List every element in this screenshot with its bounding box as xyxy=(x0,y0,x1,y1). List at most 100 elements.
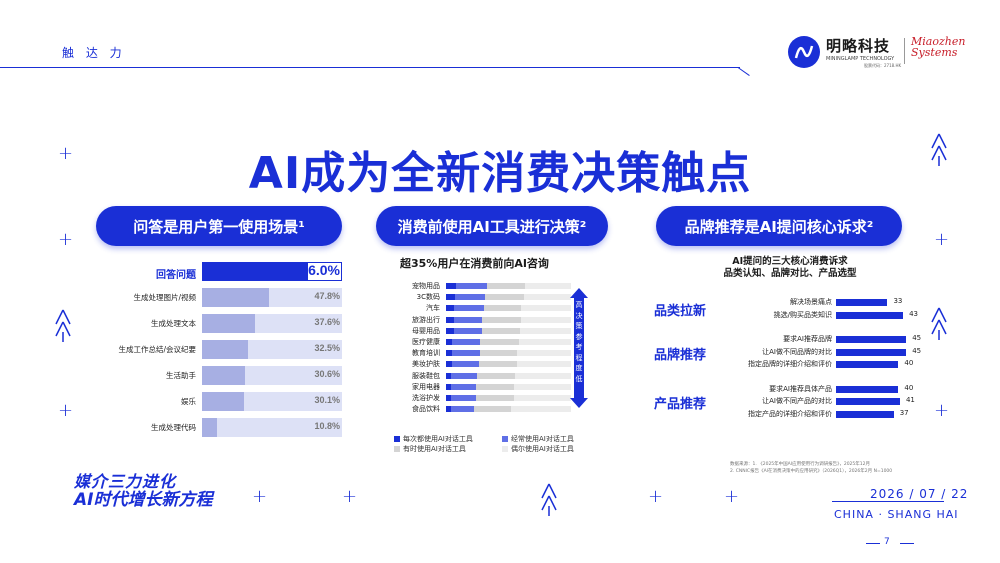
value-label: 10.8% xyxy=(314,421,340,431)
chevron-up-icon xyxy=(55,309,71,342)
plus-icon: + xyxy=(934,400,950,421)
bar-segment xyxy=(446,294,455,301)
bar xyxy=(202,418,218,437)
bar-segment xyxy=(446,395,451,401)
value-label: 40 xyxy=(904,383,914,392)
logo-divider xyxy=(904,38,905,64)
page-number: 7 xyxy=(884,537,890,547)
bar-segment xyxy=(446,361,453,368)
chevron-up-icon xyxy=(931,307,947,340)
bar-segment xyxy=(453,305,484,312)
bar xyxy=(836,348,907,356)
bar-segment xyxy=(487,283,525,289)
bar-segment xyxy=(479,339,519,345)
category-label: 3C数码 xyxy=(416,293,440,302)
category-label: 家用电器 xyxy=(412,382,440,391)
bar-segment xyxy=(451,395,476,401)
category-label: 指定产品的详细介绍和评价 xyxy=(748,409,832,418)
bar-track xyxy=(202,418,342,437)
category-label: 生成处理文本 xyxy=(151,319,196,328)
bar-segment xyxy=(446,316,454,323)
page-dash-left xyxy=(866,543,880,544)
category-label: 挑选/购买品类知识 xyxy=(773,310,832,319)
page-dash-right xyxy=(900,543,914,544)
bar-segment xyxy=(482,316,521,323)
category-label: 要求AI推荐具体产品 xyxy=(769,384,832,393)
chart-ai-query-needs: 解决场景痛点 33 挑选/购买品类知识 43 品类拉新 要求AI推荐品牌 45 让AI做不同品… xyxy=(650,290,940,440)
category-label: 生活助手 xyxy=(166,371,196,380)
category-label: 食品饮料 xyxy=(412,405,440,414)
bar-segment xyxy=(521,316,571,323)
footer-city: CHINA · SHANG HAI xyxy=(834,508,959,521)
value-label: 76.0% xyxy=(300,262,340,278)
brand-name: 明略科技 xyxy=(826,37,891,55)
group-label: 品类拉新 xyxy=(654,304,707,320)
footer-rule xyxy=(832,501,944,502)
bar-segment xyxy=(523,294,571,301)
legend-label: 有时使用AI对话工具 xyxy=(403,445,466,453)
bar-segment xyxy=(521,305,571,312)
plus-icon: + xyxy=(58,143,74,164)
category-label: 美妆护肤 xyxy=(412,360,440,369)
panel-2-heading: 消费前使用AI工具进行决策² xyxy=(376,206,608,246)
bar-segment xyxy=(446,327,454,334)
category-label: 解决场景痛点 xyxy=(790,298,832,306)
bar-segment xyxy=(482,327,520,334)
category-label: 旅游出行 xyxy=(412,315,440,324)
arrow-down-icon xyxy=(570,398,588,408)
chart-usage-scenarios: 回答问题 76.0% 生成处理图片/视频 47.8% 生成处理文本 37.6% 生成工作总结… xyxy=(96,262,356,452)
bar-segment xyxy=(473,406,511,413)
header-rule xyxy=(0,67,740,68)
category-label: 教育培训 xyxy=(412,349,440,358)
bar-segment xyxy=(476,383,514,390)
chevron-up-icon xyxy=(931,133,947,166)
section-label: 触 达 力 xyxy=(62,46,126,60)
footer-date: 2026 / 07 / 22 xyxy=(870,487,969,501)
bar-segment xyxy=(446,372,451,379)
category-label: 生成工作总结/会议纪要 xyxy=(118,345,196,354)
arrow-up-icon xyxy=(570,288,588,298)
legend-label: 经常使用AI对话工具 xyxy=(511,435,574,443)
arrow-shaft xyxy=(574,298,584,398)
plus-icon: + xyxy=(58,229,74,250)
category-label: 汽车 xyxy=(426,304,440,313)
value-label: 33 xyxy=(893,297,903,305)
category-label: 娱乐 xyxy=(181,397,196,406)
plus-icon: + xyxy=(342,486,358,507)
brand-stock: 股票代码：2718.HK xyxy=(864,63,902,68)
bar-segment xyxy=(446,305,454,312)
category-label: 生成处理代码 xyxy=(151,423,196,432)
value-label: 30.1% xyxy=(314,395,340,405)
panel-3-subtitle: AI提问的三大核心消费诉求 品类认知、品牌对比、产品选型 xyxy=(723,256,857,279)
bar xyxy=(836,410,894,418)
bar-segment xyxy=(479,350,518,357)
bar-segment xyxy=(452,361,479,368)
bar-segment xyxy=(446,406,451,413)
bar-segment xyxy=(514,372,571,379)
bar xyxy=(202,366,245,385)
chart-decision-frequency: 宠物用品 3C数码 汽车 旅游出行 母婴用品 医疗健康 教育培训 美妆护肤 服装鞋包 家用电器 洗浴… xyxy=(380,282,620,457)
bar xyxy=(202,288,269,307)
value-label: 41 xyxy=(905,396,915,404)
bar xyxy=(202,392,245,411)
brand-logo: 明略科技 MININGLAMP TECHNOLOGY 股票代码：2718.HK … xyxy=(786,32,966,72)
value-label: 45 xyxy=(912,334,922,342)
bar xyxy=(836,385,899,393)
bar-segment xyxy=(446,350,453,357)
header-rule-slant xyxy=(737,67,750,76)
bar xyxy=(202,262,309,281)
group-label: 品牌推荐 xyxy=(654,347,707,363)
partner-logo: Miaozhen Systems xyxy=(911,35,966,59)
value-label: 30.6% xyxy=(314,369,340,379)
bar-segment xyxy=(453,316,483,323)
page-title: AI成为全新消费决策触点 xyxy=(248,148,752,199)
category-label: 让AI做不同产品的对比 xyxy=(762,397,832,405)
bar-segment xyxy=(446,339,453,345)
bar-segment xyxy=(446,383,451,390)
bar xyxy=(202,314,255,333)
legend-swatch xyxy=(502,436,508,442)
bar-segment xyxy=(518,339,571,345)
bar-segment xyxy=(456,283,488,289)
category-label: 回答问题 xyxy=(156,270,196,281)
legend-swatch xyxy=(394,446,400,452)
